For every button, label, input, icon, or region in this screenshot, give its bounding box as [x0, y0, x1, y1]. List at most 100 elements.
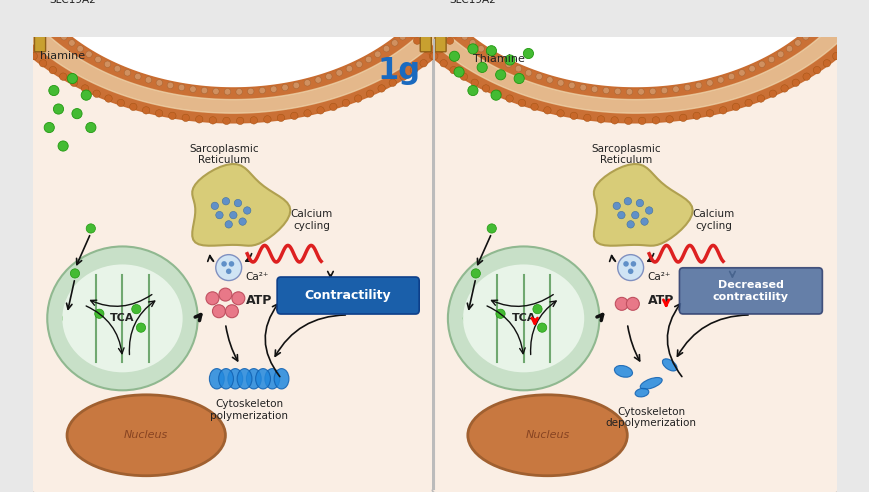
Circle shape [732, 103, 739, 111]
Text: ATP: ATP [245, 294, 272, 307]
Circle shape [117, 99, 124, 107]
Circle shape [342, 99, 349, 107]
FancyBboxPatch shape [421, 25, 445, 35]
Circle shape [617, 255, 643, 280]
Circle shape [857, 29, 864, 36]
Circle shape [290, 112, 298, 120]
Circle shape [232, 292, 244, 305]
Circle shape [196, 116, 202, 123]
Circle shape [719, 107, 726, 114]
Circle shape [665, 116, 673, 123]
Text: Sarcoplasmic
Reticulum: Sarcoplasmic Reticulum [189, 144, 259, 165]
Circle shape [69, 40, 75, 46]
Circle shape [44, 123, 54, 133]
Circle shape [304, 80, 310, 86]
Circle shape [249, 117, 257, 124]
Circle shape [617, 212, 625, 219]
Circle shape [236, 117, 243, 124]
Circle shape [409, 66, 417, 74]
Circle shape [449, 66, 457, 74]
Text: Thiamine: Thiamine [473, 54, 524, 63]
Circle shape [622, 261, 628, 267]
Circle shape [76, 45, 83, 52]
Ellipse shape [255, 369, 270, 389]
Circle shape [13, 37, 20, 44]
Circle shape [469, 40, 475, 46]
Circle shape [263, 116, 271, 123]
Circle shape [270, 86, 276, 92]
Circle shape [63, 314, 71, 323]
Circle shape [206, 292, 219, 305]
Circle shape [495, 70, 505, 80]
Circle shape [167, 82, 174, 89]
Circle shape [864, 20, 869, 28]
Polygon shape [0, 0, 493, 123]
Circle shape [104, 61, 110, 67]
Circle shape [645, 207, 652, 214]
Text: Ca²⁺: Ca²⁺ [245, 272, 269, 282]
Text: TCA: TCA [511, 313, 535, 323]
Circle shape [95, 56, 101, 62]
Circle shape [239, 218, 246, 225]
Circle shape [325, 73, 332, 80]
FancyBboxPatch shape [434, 8, 446, 52]
Circle shape [28, 0, 35, 5]
Circle shape [382, 45, 389, 52]
Ellipse shape [47, 246, 197, 390]
Circle shape [21, 45, 29, 52]
Circle shape [486, 46, 496, 56]
Circle shape [225, 305, 238, 318]
Circle shape [505, 61, 511, 67]
Circle shape [222, 117, 230, 124]
Circle shape [627, 269, 633, 274]
Circle shape [30, 52, 37, 60]
Ellipse shape [67, 395, 225, 476]
Circle shape [470, 79, 478, 87]
Polygon shape [420, 0, 849, 489]
Circle shape [823, 14, 829, 20]
Circle shape [212, 305, 225, 318]
Circle shape [67, 73, 77, 84]
Circle shape [225, 220, 232, 228]
Circle shape [428, 52, 436, 60]
Circle shape [315, 77, 321, 83]
Circle shape [34, 6, 40, 13]
Circle shape [481, 85, 489, 92]
Circle shape [211, 202, 218, 210]
Circle shape [840, 45, 848, 52]
Circle shape [414, 21, 420, 27]
Circle shape [440, 60, 447, 67]
Circle shape [738, 69, 744, 76]
Ellipse shape [237, 369, 252, 389]
Circle shape [316, 107, 324, 114]
Circle shape [234, 199, 242, 207]
Circle shape [490, 90, 501, 100]
Circle shape [626, 297, 639, 310]
Circle shape [543, 107, 550, 114]
Circle shape [495, 309, 505, 318]
Circle shape [568, 82, 574, 89]
Circle shape [635, 199, 643, 207]
Text: Contractility: Contractility [304, 289, 391, 302]
FancyBboxPatch shape [432, 36, 838, 492]
Circle shape [95, 309, 104, 318]
Circle shape [70, 269, 79, 278]
Ellipse shape [264, 369, 279, 389]
Circle shape [235, 89, 242, 95]
Circle shape [706, 80, 713, 86]
Circle shape [243, 207, 250, 214]
Circle shape [626, 89, 632, 95]
Circle shape [822, 60, 830, 67]
Circle shape [487, 224, 496, 233]
Circle shape [182, 114, 189, 122]
Circle shape [791, 79, 799, 87]
Circle shape [756, 95, 764, 102]
Circle shape [786, 45, 792, 52]
Text: 1g: 1g [377, 56, 420, 85]
Circle shape [354, 95, 362, 102]
Circle shape [216, 255, 242, 280]
Text: Decreased
contractility: Decreased contractility [712, 280, 788, 302]
Polygon shape [373, 0, 869, 123]
Circle shape [602, 87, 608, 93]
Circle shape [518, 99, 525, 107]
